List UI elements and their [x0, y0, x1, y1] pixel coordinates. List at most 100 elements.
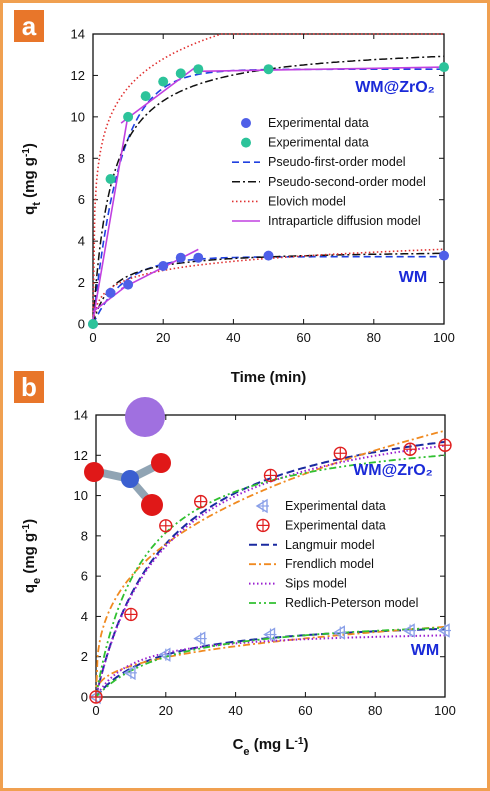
legend-label: Langmuir model	[285, 538, 375, 552]
data-point-marker-circle	[89, 690, 103, 704]
x-axis-label: Time (min)	[231, 369, 307, 386]
x-tick-label: 0	[92, 703, 99, 718]
legend-label: Experimental data	[268, 116, 369, 130]
legend-label: Experimental data	[285, 499, 386, 513]
model-curve-dashdotdot-green	[95, 454, 446, 698]
x-tick-label: 60	[296, 330, 310, 345]
model-curve-solid-magenta	[198, 66, 445, 73]
legend-label: Sips model	[285, 577, 347, 591]
data-point-marker-blue	[123, 279, 134, 290]
molecule-oxygen-atom	[151, 453, 171, 473]
data-point-marker-blue	[193, 252, 204, 263]
series-label-wm: WM	[399, 269, 427, 286]
y-tick-label: 8	[78, 151, 85, 166]
y-tick-label: 2	[81, 649, 88, 664]
data-point-marker-cross	[437, 623, 451, 638]
y-axis-label: qt (mg g-1)	[21, 143, 44, 215]
y-tick-label: 12	[74, 448, 88, 463]
model-curve-dashdotdot-green	[95, 626, 445, 698]
series-label-wm: WM	[411, 642, 439, 659]
data-point-marker-circle	[159, 519, 173, 533]
legend-label: Frendlich model	[285, 557, 374, 571]
y-tick-label: 2	[78, 275, 85, 290]
legend-swatch-marker-circle	[256, 518, 270, 533]
data-point-marker-teal	[123, 111, 134, 122]
data-point-marker-cross	[332, 625, 347, 640]
molecule-center-atom	[121, 470, 139, 488]
x-tick-label: 100	[434, 703, 456, 718]
legend-label: Experimental data	[268, 136, 369, 150]
legend-swatch-marker-cross	[255, 498, 269, 514]
plot-frame	[95, 414, 446, 698]
data-point-marker-teal	[158, 76, 169, 87]
model-curve-dotted-purple	[95, 444, 446, 698]
y-tick-label: 6	[81, 569, 88, 584]
data-point-marker-cross	[158, 647, 172, 662]
data-point-marker-teal	[193, 64, 204, 75]
x-tick-label: 20	[156, 330, 170, 345]
legend: Experimental data Experimental data Pseudo…	[232, 116, 426, 228]
data-point-marker-circle	[263, 468, 278, 483]
data-point-marker-blue	[439, 250, 449, 261]
y-tick-label: 12	[71, 68, 85, 83]
model-curve-dashdot-black	[92, 252, 444, 325]
panel-badge	[14, 10, 44, 42]
legend-label: Elovich model	[268, 194, 346, 208]
y-tick-label: 14	[74, 408, 88, 423]
molecule-illustration	[84, 397, 171, 516]
data-point-marker-blue	[263, 250, 274, 261]
data-point-marker-cross	[123, 665, 137, 681]
data-point-marker-teal	[263, 64, 274, 75]
data-point-marker-circle	[333, 446, 347, 460]
y-tick-label: 10	[71, 109, 85, 124]
model-curve-dashdot-orange	[95, 429, 446, 698]
panel-letter: a	[22, 11, 37, 41]
y-tick-label: 8	[81, 528, 88, 543]
model-curve-solid-magenta	[92, 114, 129, 321]
legend: Experimental data Experimental data Langmu…	[249, 498, 418, 610]
data-point-marker-teal	[88, 319, 98, 329]
y-tick-label: 6	[78, 192, 85, 207]
data-point-marker-teal	[439, 62, 449, 73]
legend-label: Pseudo-second-order model	[268, 175, 426, 189]
x-tick-label: 20	[159, 703, 173, 718]
molecule-oxygen-atom	[141, 494, 163, 516]
data-point-marker-circle	[124, 607, 138, 622]
y-tick-label: 4	[81, 609, 88, 624]
data-point-marker-teal	[105, 174, 116, 184]
y-tick-label: 0	[78, 317, 85, 332]
x-tick-label: 40	[226, 330, 240, 345]
model-curve-dotted-red	[92, 33, 444, 325]
y-axis-label: qe (mg g-1)	[21, 519, 44, 593]
model-curve-solid-magenta	[120, 64, 199, 124]
molecule-sphere	[125, 397, 165, 437]
y-tick-label: 0	[81, 690, 88, 705]
legend-swatch-marker-blue	[241, 118, 251, 128]
x-tick-label: 40	[228, 703, 242, 718]
legend-swatch-marker-teal	[241, 137, 251, 148]
model-curve-dashed-blue	[92, 68, 444, 325]
legend-label: Experimental data	[285, 518, 386, 532]
x-tick-label: 80	[368, 703, 382, 718]
data-point-marker-blue	[158, 261, 169, 271]
molecule-oxygen-atom	[84, 462, 104, 482]
x-tick-label: 60	[298, 703, 312, 718]
legend-label: Intraparticle diffusion model	[268, 214, 421, 228]
data-point-marker-circle	[193, 494, 208, 509]
data-point-marker-cross	[402, 623, 417, 638]
legend-label: Redlich-Peterson model	[285, 596, 418, 610]
data-point-marker-blue	[175, 252, 186, 263]
x-tick-label: 0	[89, 330, 96, 345]
data-point-marker-cross	[193, 631, 207, 646]
data-point-marker-blue	[105, 287, 116, 298]
x-tick-label: 100	[433, 330, 455, 345]
panel-badge	[14, 371, 44, 403]
data-point-marker-teal	[140, 91, 151, 102]
plot-frame	[92, 33, 445, 325]
series-label-wm-zro2: WM@ZrO₂	[353, 462, 433, 479]
model-curve-dotted-purple	[95, 634, 445, 698]
x-tick-label: 80	[367, 330, 381, 345]
x-axis-label: Ce (mg L-1)	[233, 736, 309, 759]
